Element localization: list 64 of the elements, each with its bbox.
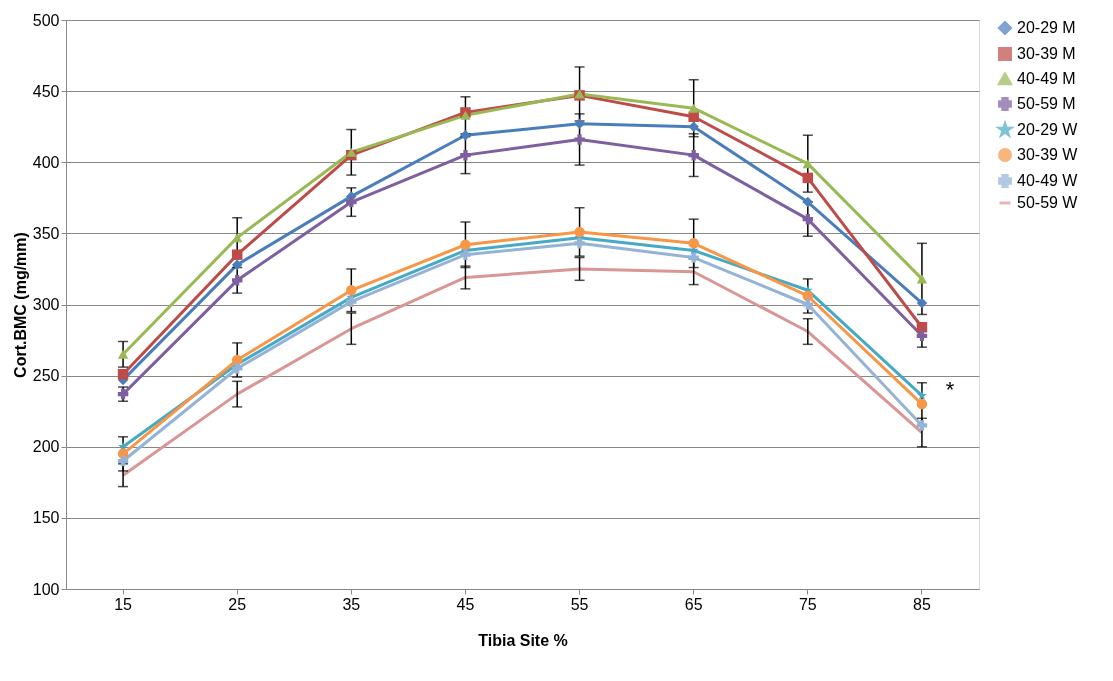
point [346, 196, 357, 208]
point [574, 134, 585, 145]
point [688, 252, 699, 263]
point [231, 233, 243, 243]
point [688, 103, 699, 113]
x-tick-label: 85 [913, 595, 931, 613]
x-tick-label: 75 [798, 595, 817, 613]
point [460, 149, 471, 161]
point [802, 299, 814, 310]
x-tick-label: 15 [114, 595, 133, 613]
x-tick-label: 65 [684, 595, 703, 613]
point [231, 275, 243, 286]
x-tick-label: 35 [342, 595, 361, 613]
legend-label: 50-59 W [1017, 194, 1079, 211]
x-tick-label: 55 [570, 595, 589, 613]
point [346, 285, 357, 296]
y-tick-label: 400 [32, 153, 60, 171]
point [346, 147, 357, 157]
legend-label: 40-49 W [1017, 172, 1079, 189]
point [916, 274, 928, 284]
point [916, 390, 927, 400]
point [916, 297, 928, 309]
point [916, 322, 928, 333]
point [460, 249, 471, 260]
x-axis-title: Tibia Site % [478, 631, 568, 649]
point [916, 398, 928, 410]
legend-label: 50-59 M [1017, 95, 1076, 112]
legend-label: 20-29 M [1017, 19, 1076, 36]
point [688, 238, 699, 249]
legend-label: 20-29 W [1017, 121, 1079, 138]
annotation: * [945, 376, 955, 402]
y-tick-label: 250 [32, 367, 60, 385]
y-tick-label: 350 [32, 224, 60, 242]
legend-label: 30-39 M [1017, 45, 1076, 62]
point [117, 455, 129, 467]
point [460, 239, 471, 250]
point [916, 420, 928, 431]
y-tick-label: 150 [32, 509, 60, 527]
y-axis-title: Cort.BMC (mg/mm) [11, 232, 29, 378]
y-tick-label: 450 [32, 82, 60, 100]
point [916, 330, 928, 342]
y-tick-label: 300 [32, 296, 60, 313]
point [688, 121, 699, 132]
y-tick-label: 100 [32, 580, 60, 598]
point [802, 196, 814, 208]
x-tick-label: 25 [228, 595, 247, 613]
point [231, 363, 243, 374]
legend-label: 30-39 W [1017, 146, 1079, 163]
point [231, 249, 243, 260]
point [574, 226, 585, 238]
point [231, 259, 243, 270]
x-tick-label: 45 [456, 595, 475, 613]
y-tick-label: 500 [32, 11, 60, 29]
point [802, 172, 814, 184]
legend-label: 40-49 M [1017, 70, 1076, 87]
point [460, 129, 471, 141]
y-tick-label: 200 [32, 438, 60, 456]
point [117, 349, 129, 359]
point [574, 118, 585, 130]
point [574, 238, 585, 249]
point [117, 368, 129, 380]
point [802, 213, 814, 225]
point [346, 296, 357, 307]
point [688, 149, 699, 161]
